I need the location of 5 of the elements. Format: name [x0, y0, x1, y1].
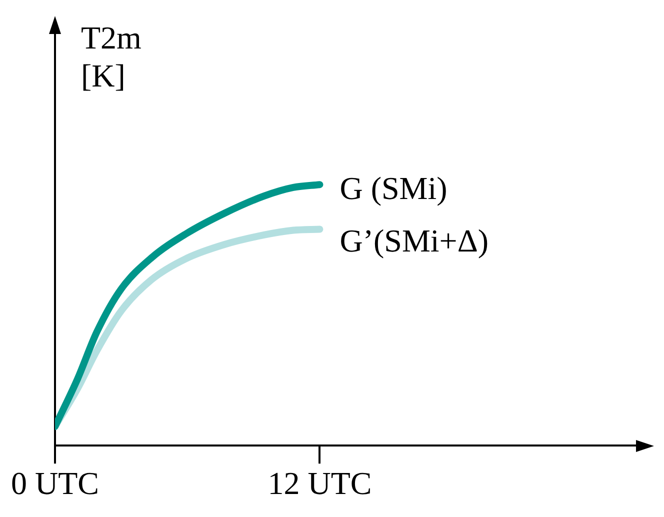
series-label: G (SMi)	[340, 170, 448, 206]
series-label: G’(SMi+Δ)	[340, 222, 489, 259]
y-axis-title: T2m [K]	[81, 19, 142, 94]
x-tick-label: 12 UTC	[268, 465, 372, 502]
x-tick-label: 0 UTC	[11, 465, 99, 502]
